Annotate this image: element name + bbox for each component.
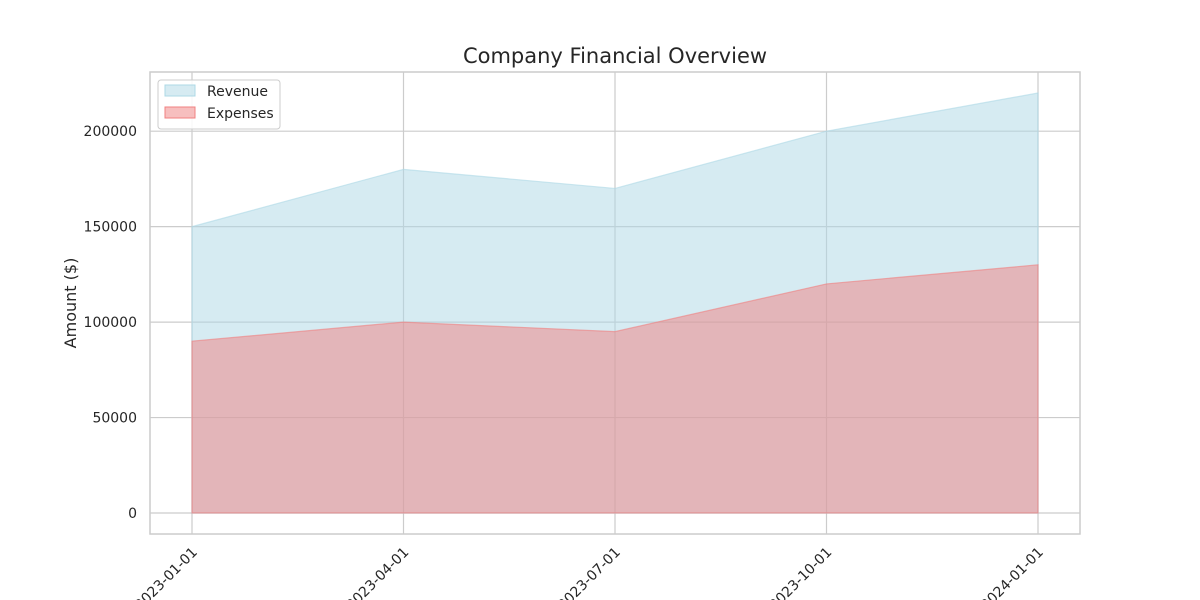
legend-label-revenue: Revenue <box>207 84 268 100</box>
y-tick-label: 0 <box>128 506 137 522</box>
area-expenses <box>191 264 1039 514</box>
chart-title: Company Financial Overview <box>463 44 767 68</box>
y-tick-labels: 0 50000 100000 150000 200000 <box>84 124 137 522</box>
plot-areas <box>191 92 1039 514</box>
y-tick-label: 150000 <box>84 220 137 236</box>
legend: Revenue Expenses <box>157 79 281 130</box>
y-tick-label: 200000 <box>84 124 137 140</box>
legend-label-expenses: Expenses <box>207 106 274 122</box>
y-axis-label: Amount ($) <box>61 258 80 349</box>
y-tick-label: 50000 <box>92 411 137 427</box>
y-tick-label: 100000 <box>84 315 137 331</box>
plot-frame <box>149 71 1081 535</box>
legend-swatch-revenue <box>164 84 196 97</box>
legend-swatch-expenses <box>164 106 196 119</box>
